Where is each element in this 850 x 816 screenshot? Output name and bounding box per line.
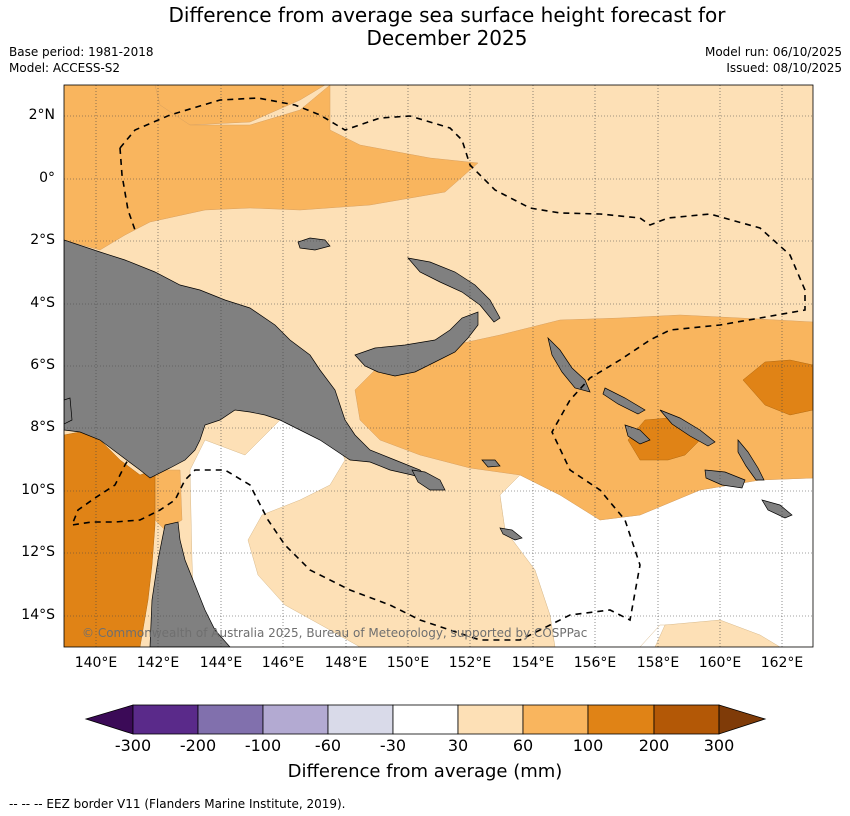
colorbar-tick: -60 — [314, 736, 342, 755]
colorbar-title: Difference from average (mm) — [287, 761, 563, 782]
lon-label-162E: 162°E — [760, 655, 804, 671]
colorbar-bin-6 — [457, 704, 524, 735]
eez-legend: -- -- -- EEZ border V11 (Flanders Marine… — [9, 797, 346, 811]
colorbar-tick: 200 — [638, 736, 670, 755]
lon-label-156E: 156°E — [573, 655, 617, 671]
lat-label-8S: 8°S — [30, 419, 55, 435]
lat-label-14S: 14°S — [21, 607, 55, 623]
colorbar-bin-9 — [653, 704, 720, 735]
colorbar-bin-7 — [522, 704, 589, 735]
colorbar — [84, 704, 767, 735]
meta-right: Model run: 06/10/2025 Issued: 08/10/2025 — [705, 44, 842, 76]
model-run: Model run: 06/10/2025 — [704, 45, 842, 59]
lon-label-148E: 148°E — [324, 655, 368, 671]
land-dentrecasteaux — [411, 469, 446, 491]
colorbar-tick: 100 — [572, 736, 604, 755]
lat-label-2N: 2°N — [28, 107, 55, 123]
colorbar-bin-5 — [392, 704, 459, 735]
colorbar-bin-1 — [132, 704, 199, 735]
region-100-200-east — [742, 359, 813, 416]
colorbar-tick: -200 — [179, 736, 217, 755]
colorbar-bin-8 — [587, 704, 655, 735]
land-new-georgia — [624, 424, 651, 445]
colorbar-bin-4 — [327, 704, 394, 735]
lat-label-12S: 12°S — [21, 544, 55, 560]
map-area — [64, 85, 813, 647]
land-bougainville — [547, 336, 591, 393]
colorbar-tick: -100 — [244, 736, 282, 755]
lat-label-10S: 10°S — [21, 482, 55, 498]
land-new-guinea — [64, 239, 432, 481]
lon-label-140E: 140°E — [74, 655, 118, 671]
grid-lines — [64, 85, 813, 647]
colorbar-tick: 30 — [447, 736, 469, 755]
land-trobriand — [481, 459, 501, 468]
land-louisiade — [499, 527, 523, 541]
meta-left: Base period: 1981-2018 Model: ACCESS-S2 — [9, 44, 154, 76]
land-santa-isabel — [659, 409, 716, 447]
lon-label-154E: 154°E — [511, 655, 555, 671]
title-line-2: December 2025 — [366, 26, 528, 50]
colorbar-tick: -300 — [114, 736, 152, 755]
colorbar-extend-high — [718, 704, 767, 735]
land-new-ireland — [407, 257, 501, 323]
eez-border-west — [119, 147, 136, 231]
lon-label-150E: 150°E — [386, 655, 430, 671]
lon-label-158E: 158°E — [636, 655, 680, 671]
land-makira — [761, 499, 793, 519]
region-60-100-northwest — [64, 85, 479, 251]
lon-label-152E: 152°E — [448, 655, 492, 671]
lat-label-0: 0° — [39, 170, 55, 186]
lat-label-2S: 2°S — [30, 232, 55, 248]
colorbar-tick: 60 — [512, 736, 534, 755]
map-frame — [63, 84, 814, 648]
colorbar-bin-2 — [197, 704, 264, 735]
eez-border — [70, 97, 806, 641]
land-choiseul — [602, 387, 646, 415]
lon-label-144E: 144°E — [199, 655, 243, 671]
land-guadalcanal — [704, 469, 746, 489]
chart-title: Difference from average sea surface heig… — [0, 4, 850, 50]
lon-label-146E: 146°E — [261, 655, 305, 671]
base-period: Base period: 1981-2018 — [9, 45, 154, 59]
lat-label-4S: 4°S — [30, 295, 55, 311]
land-malaita — [737, 439, 765, 481]
lon-label-160E: 160°E — [698, 655, 742, 671]
lat-label-6S: 6°S — [30, 357, 55, 373]
region-30-60-lower-right — [654, 619, 781, 647]
model-name: Model: ACCESS-S2 — [9, 61, 121, 75]
region-60-100-west — [154, 469, 183, 531]
colorbar-tick: 300 — [703, 736, 735, 755]
copyright-text: © Commonwealth of Australia 2025, Bureau… — [82, 626, 588, 640]
colorbar-tick: -30 — [379, 736, 407, 755]
title-line-1: Difference from average sea surface heig… — [168, 3, 726, 27]
issued-date: Issued: 08/10/2025 — [726, 61, 842, 75]
land-new-britain — [354, 311, 479, 377]
land-northern-australia — [64, 397, 73, 425]
region-100-200-southwest — [64, 429, 156, 647]
colorbar-extend-low — [84, 704, 134, 735]
colorbar-bin-3 — [262, 704, 329, 735]
lon-label-142E: 142°E — [136, 655, 180, 671]
